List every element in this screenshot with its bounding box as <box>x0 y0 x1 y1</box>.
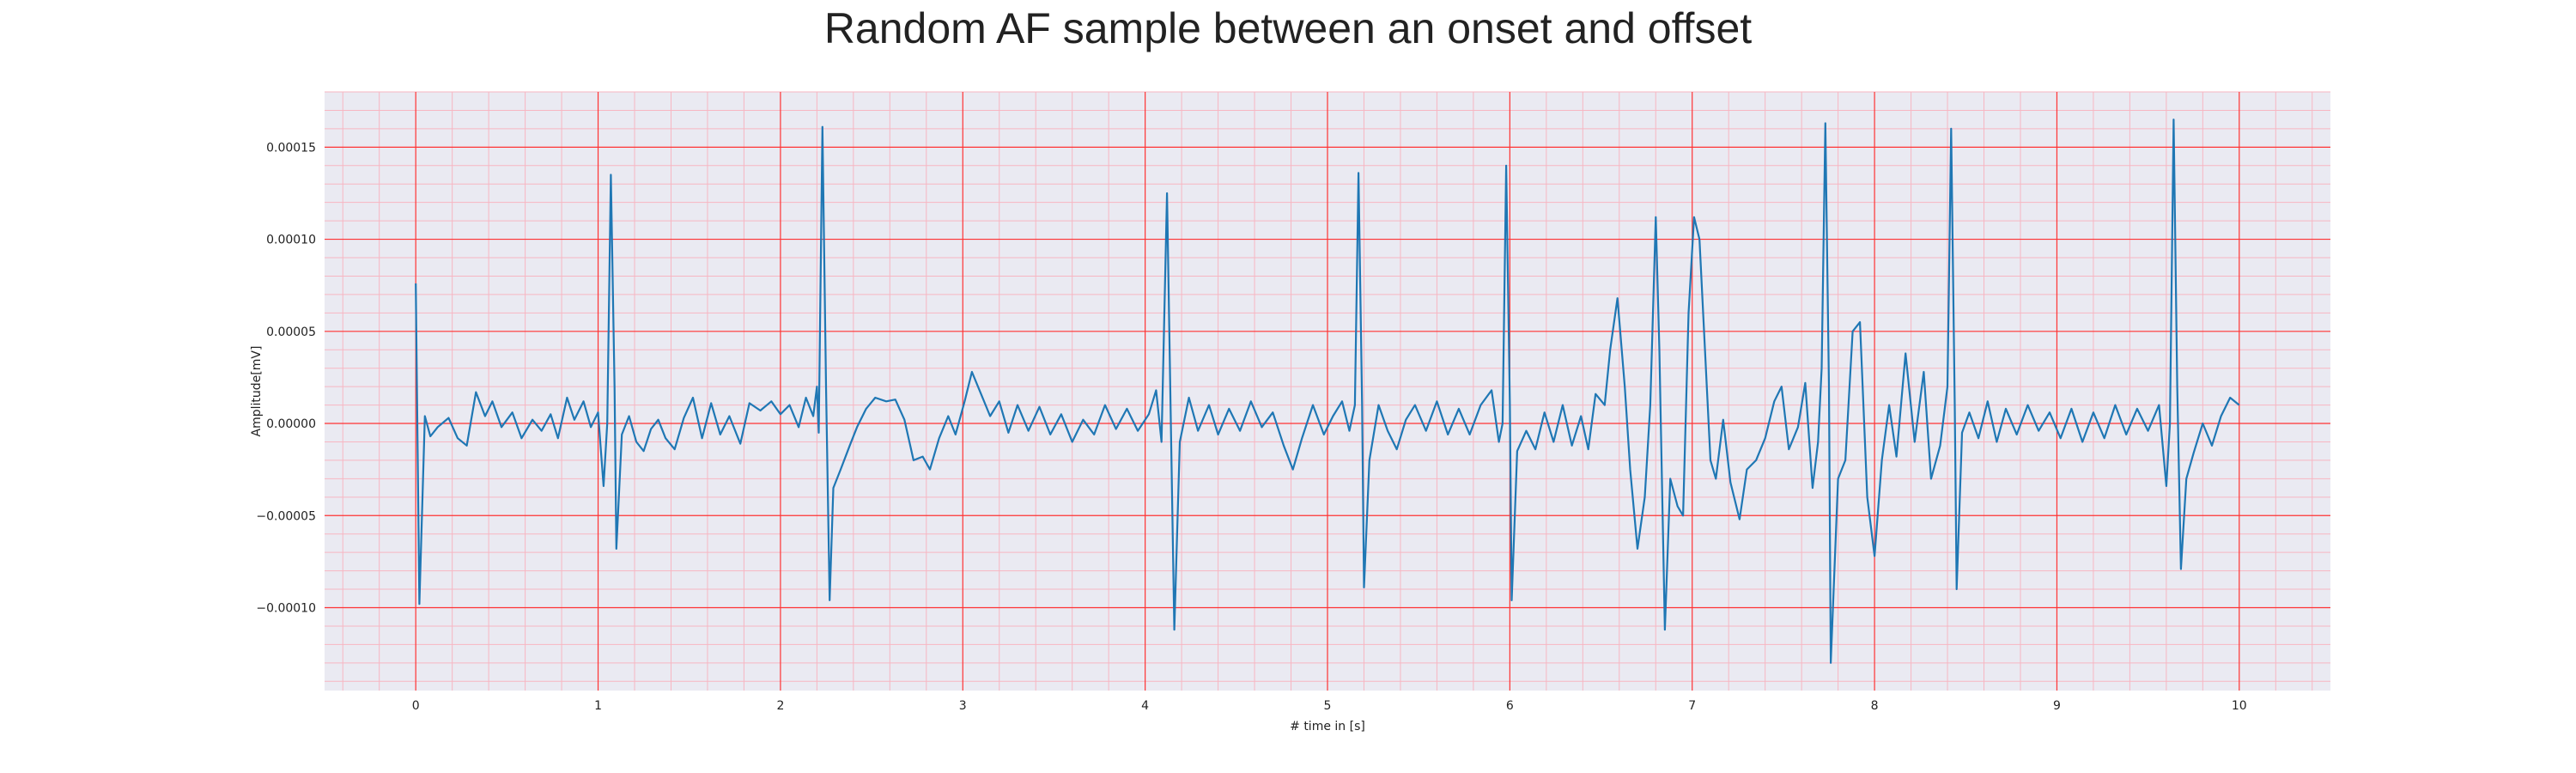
chart-title: Random AF sample between an onset and of… <box>823 4 1753 52</box>
x-tick-label: 1 <box>594 699 602 713</box>
series-line <box>415 119 2240 664</box>
x-tick-label: 3 <box>959 699 967 713</box>
y-axis-label: Amplitude[mV] <box>250 346 264 437</box>
x-axis-ticks: 0 1 2 3 4 5 6 7 8 9 10 <box>412 699 2247 713</box>
x-tick-label: 10 <box>2232 699 2247 713</box>
y-tick-label: 0.00000 <box>266 417 316 431</box>
y-tick-label: −0.00005 <box>256 509 316 523</box>
x-tick-label: 5 <box>1324 699 1332 713</box>
y-tick-label: 0.00015 <box>266 141 316 155</box>
x-tick-label: 0 <box>412 699 420 713</box>
x-tick-label: 2 <box>776 699 784 713</box>
x-tick-label: 8 <box>1871 699 1879 713</box>
y-tick-label: 0.00010 <box>266 234 316 247</box>
y-tick-label: 0.00005 <box>266 326 316 339</box>
y-tick-label: −0.00010 <box>256 601 316 615</box>
x-tick-label: 7 <box>1688 699 1696 713</box>
x-tick-label: 9 <box>2053 699 2061 713</box>
x-tick-label: 4 <box>1141 699 1149 713</box>
y-axis-ticks: −0.00010 −0.00005 0.00000 0.00005 0.00010 0.0… <box>256 141 316 615</box>
x-axis-label: # time in [s] <box>1290 720 1365 733</box>
x-tick-label: 6 <box>1506 699 1514 713</box>
